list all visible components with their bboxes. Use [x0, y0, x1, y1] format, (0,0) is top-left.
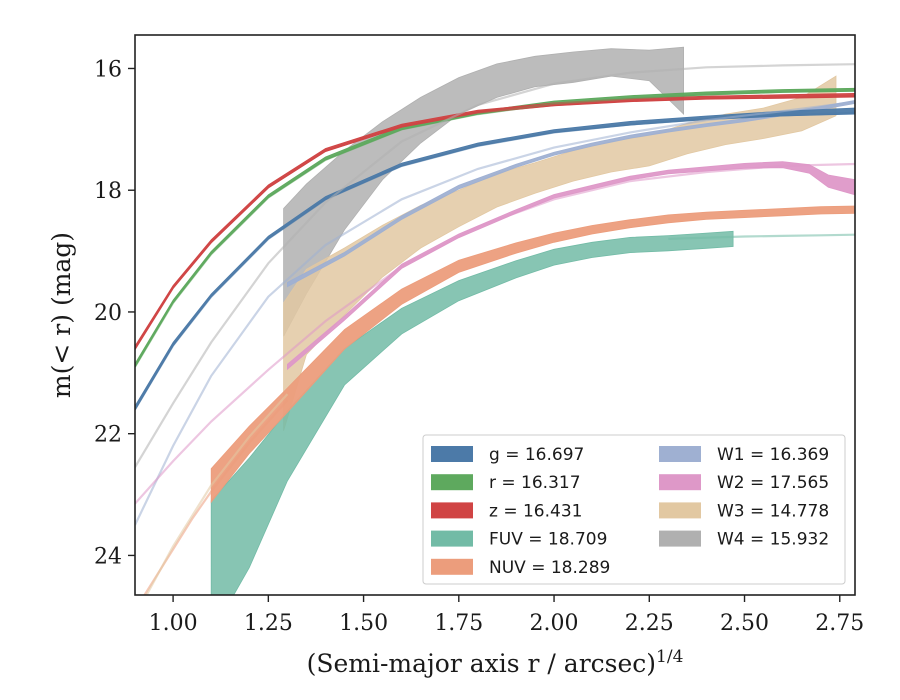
model-curve-w4 — [135, 63, 855, 468]
y-tick-label: 24 — [94, 544, 122, 569]
band-w4 — [283, 46, 684, 337]
y-tick-label: 16 — [94, 57, 122, 82]
x-axis-label-exponent: 1/4 — [656, 647, 683, 667]
legend-label-w2: W2 = 17.565 — [717, 473, 829, 493]
legend-box — [422, 434, 846, 585]
model-curve-w2 — [135, 162, 855, 505]
x-tick-label: 2.50 — [720, 611, 769, 636]
legend-label-fuv: FUV = 18.709 — [489, 530, 607, 550]
legend-label-w4: W4 = 15.932 — [717, 530, 829, 550]
legend-swatch-fuv — [431, 530, 473, 547]
legend-label-w3: W3 = 14.778 — [717, 501, 829, 521]
legend-swatch-w1 — [659, 446, 701, 462]
x-axis-label: (Semi-major axis r / arcsec)1/4 — [307, 647, 684, 678]
plot-frame — [134, 34, 856, 596]
legend-label-r: r = 16.317 — [489, 473, 581, 493]
model-curve-fuv — [668, 233, 855, 240]
x-tick-label: 1.50 — [339, 611, 388, 636]
x-tick-label: 1.00 — [149, 611, 198, 636]
band-fuv — [210, 230, 734, 595]
legend-swatch-w4 — [659, 530, 701, 547]
legend-swatch-w3 — [659, 502, 701, 519]
legend-swatch-nuv — [431, 558, 473, 575]
y-axis-label: m(< r) (mag) — [47, 232, 76, 398]
model-curve-w3 — [145, 393, 289, 595]
x-tick-label: 2.25 — [625, 611, 674, 636]
legend-swatch-g — [431, 446, 473, 462]
model-curve-r — [135, 89, 855, 368]
legend-swatch-z — [431, 502, 473, 519]
y-tick-label: 22 — [94, 423, 122, 448]
legend-label-nuv: NUV = 18.289 — [489, 558, 610, 578]
legend-label-g: g = 16.697 — [489, 445, 584, 465]
model-curve-w1 — [135, 100, 855, 526]
y-tick-label: 20 — [94, 301, 122, 326]
y-tick-label: 18 — [94, 179, 122, 204]
x-axis-label-main: (Semi-major axis r / arcsec) — [307, 649, 656, 678]
legend: g = 16.697 r = 16.317 z = 16.431 FUV = 18.7… — [422, 434, 846, 585]
band-w1 — [287, 99, 855, 288]
legend-label-w1: W1 = 16.369 — [717, 445, 829, 465]
x-tick-label: 1.25 — [244, 611, 293, 636]
legend-label-z: z = 16.431 — [489, 501, 582, 521]
legend-swatch-r — [431, 474, 473, 491]
legend-swatch-w2 — [659, 474, 701, 491]
x-tick-label: 2.75 — [815, 611, 864, 636]
x-tick-label: 2.00 — [530, 611, 579, 636]
band-nuv — [210, 205, 855, 504]
x-tick-label: 1.75 — [434, 611, 483, 636]
model-curve-z — [135, 94, 855, 350]
